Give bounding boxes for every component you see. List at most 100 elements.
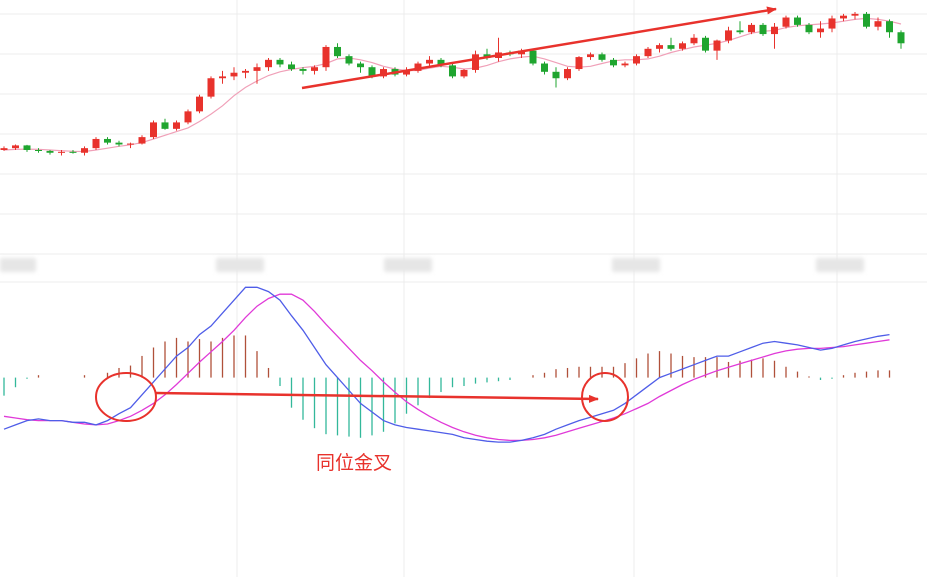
candle-body bbox=[782, 17, 790, 27]
down-candle bbox=[23, 144, 31, 152]
candle-body bbox=[667, 45, 675, 49]
candle-body bbox=[529, 50, 537, 64]
candle-body bbox=[138, 137, 146, 144]
candle-body bbox=[633, 56, 640, 64]
down-candle bbox=[759, 23, 767, 36]
candle-body bbox=[564, 69, 571, 79]
up-candle bbox=[656, 43, 663, 53]
candle-body bbox=[322, 46, 330, 68]
up-candle bbox=[0, 146, 8, 151]
candle-body bbox=[58, 151, 65, 153]
candle-body bbox=[449, 65, 456, 77]
down-candle bbox=[288, 61, 295, 71]
golden-cross-circle-left bbox=[95, 372, 157, 422]
down-candle bbox=[334, 43, 341, 58]
up-candle bbox=[644, 46, 652, 58]
candle-body bbox=[805, 24, 813, 33]
candle-body bbox=[92, 138, 100, 149]
down-candle bbox=[610, 58, 617, 68]
candle-body bbox=[794, 17, 801, 25]
up-candle bbox=[713, 39, 721, 60]
blurred-date-label bbox=[0, 258, 36, 272]
candle-body bbox=[828, 18, 836, 29]
up-candle bbox=[12, 144, 19, 150]
candlestick-series bbox=[0, 12, 905, 156]
blurred-date-label bbox=[216, 258, 264, 272]
up-candle bbox=[426, 56, 433, 68]
up-candle bbox=[690, 34, 698, 46]
up-candle bbox=[575, 56, 583, 71]
candle-body bbox=[299, 69, 307, 71]
candle-body bbox=[690, 37, 698, 44]
down-candle bbox=[276, 58, 284, 68]
down-candle bbox=[345, 54, 353, 66]
up-candle bbox=[58, 150, 65, 156]
up-candle bbox=[771, 23, 778, 49]
candle-body bbox=[115, 142, 123, 145]
down-candle bbox=[794, 15, 801, 27]
down-candle bbox=[805, 23, 813, 35]
down-candle bbox=[886, 19, 893, 38]
annotations bbox=[95, 6, 777, 422]
up-candle bbox=[495, 37, 502, 62]
candle-body bbox=[184, 111, 192, 123]
candle-body bbox=[311, 67, 318, 71]
candle-body bbox=[759, 24, 767, 35]
up-candle bbox=[265, 58, 272, 71]
down-candle bbox=[598, 52, 606, 62]
candle-body bbox=[426, 59, 433, 64]
candle-body bbox=[679, 43, 686, 49]
candle-body bbox=[196, 96, 203, 112]
candle-body bbox=[771, 26, 778, 35]
ma-line bbox=[3, 17, 902, 153]
candle-body bbox=[552, 71, 560, 79]
down-candle bbox=[897, 30, 905, 49]
up-candle bbox=[851, 12, 859, 20]
up-candle bbox=[748, 23, 755, 35]
candle-body bbox=[587, 54, 594, 58]
up-candle bbox=[587, 52, 594, 60]
down-candle bbox=[529, 48, 537, 66]
down-candle bbox=[552, 67, 560, 88]
down-candle bbox=[35, 148, 42, 153]
up-candle bbox=[414, 61, 422, 73]
blurred-date-label bbox=[816, 258, 864, 272]
candle-body bbox=[598, 54, 606, 60]
candle-body bbox=[127, 143, 134, 145]
candle-body bbox=[150, 122, 157, 138]
candle-body bbox=[460, 69, 468, 77]
up-candle bbox=[219, 70, 226, 84]
candle-body bbox=[230, 72, 238, 77]
candle-body bbox=[575, 57, 583, 70]
candle-body bbox=[23, 145, 31, 150]
candle-body bbox=[12, 145, 19, 149]
candle-body bbox=[81, 148, 88, 153]
golden-cross-annotation-label: 同位金叉 bbox=[316, 452, 393, 474]
up-candle bbox=[184, 109, 192, 125]
golden-cross-circle-right bbox=[581, 372, 629, 422]
up-candle bbox=[92, 137, 100, 150]
up-candle bbox=[230, 67, 238, 81]
candle-body bbox=[207, 78, 215, 97]
down-candle bbox=[863, 12, 870, 29]
up-candle bbox=[138, 135, 146, 145]
up-candle bbox=[311, 65, 318, 75]
down-candle bbox=[104, 137, 111, 145]
down-candle bbox=[702, 35, 709, 53]
down-candle bbox=[299, 67, 307, 75]
dea-line bbox=[3, 293, 890, 442]
candle-body bbox=[656, 45, 663, 49]
down-candle bbox=[667, 37, 675, 51]
down-candle bbox=[161, 118, 169, 130]
price-moving-average bbox=[3, 17, 902, 153]
candle-body bbox=[345, 56, 353, 64]
up-candle bbox=[725, 26, 732, 44]
up-candle bbox=[242, 69, 249, 79]
candle-body bbox=[380, 69, 387, 77]
down-candle bbox=[541, 61, 548, 75]
candle-body bbox=[644, 48, 652, 57]
candle-body bbox=[161, 122, 169, 129]
